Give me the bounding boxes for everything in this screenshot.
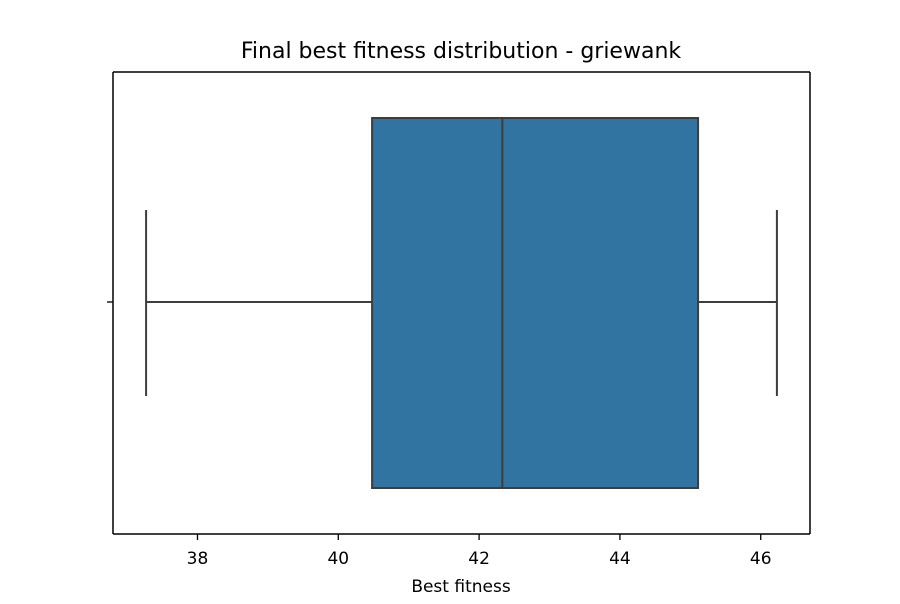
- x-tick-label: 40: [327, 549, 349, 569]
- x-tick-label: 44: [609, 549, 631, 569]
- x-axis: 38 40 42 44 46: [187, 534, 772, 569]
- plot-area: [107, 71, 811, 535]
- box-iqr: [371, 117, 700, 489]
- x-tick-label: 38: [187, 549, 209, 569]
- x-tick-label: 42: [468, 549, 490, 569]
- x-tick-label: 46: [750, 549, 772, 569]
- x-axis-label: Best fitness: [411, 577, 511, 597]
- chart-title: Final best fitness distribution - griewa…: [241, 39, 682, 64]
